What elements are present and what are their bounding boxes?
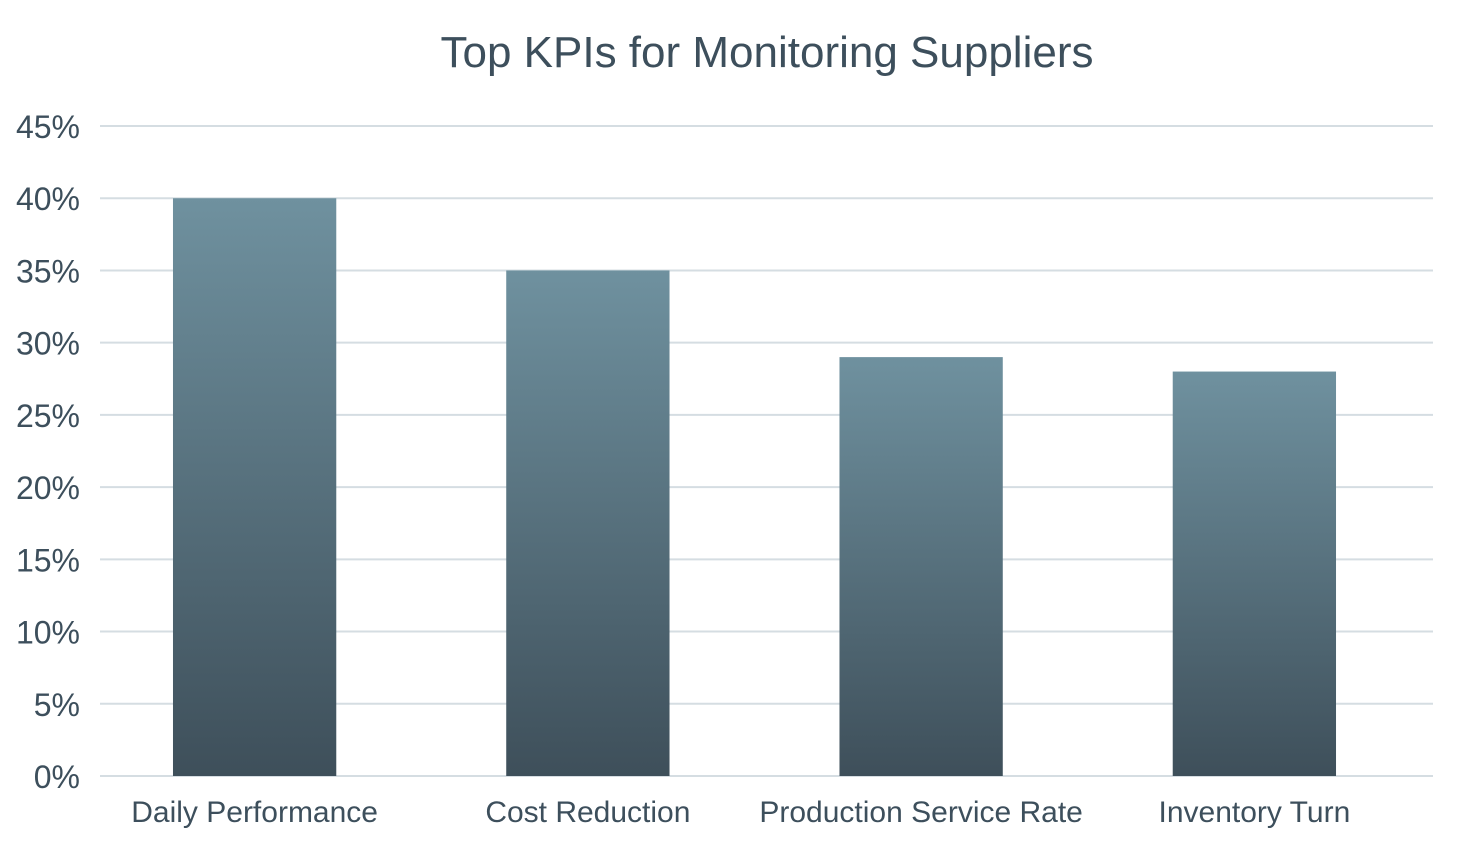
x-axis-labels: Daily Performance Cost Reduction Productio… [131, 796, 1350, 829]
y-tick-label: 10% [16, 615, 80, 651]
bar [1172, 371, 1337, 776]
x-category-label: Daily Performance [131, 796, 378, 829]
y-axis-ticks: 0% 5% 10% 15% 20% 25% 30% 35% 40% 45% [16, 109, 80, 795]
y-tick-label: 40% [16, 181, 80, 217]
y-tick-label: 15% [16, 542, 80, 578]
y-tick-label: 5% [34, 687, 80, 723]
x-category-label: Cost Reduction [485, 796, 690, 829]
y-tick-label: 35% [16, 253, 80, 289]
x-category-label: Production Service Rate [759, 796, 1083, 829]
bar [172, 198, 337, 776]
bar [506, 270, 670, 776]
y-tick-label: 0% [34, 759, 80, 795]
y-tick-label: 25% [16, 398, 80, 434]
y-tick-label: 45% [16, 109, 80, 145]
x-category-label: Inventory Turn [1158, 796, 1350, 829]
chart-title: Top KPIs for Monitoring Suppliers [440, 28, 1094, 77]
y-tick-label: 20% [16, 470, 80, 506]
y-tick-label: 30% [16, 326, 80, 362]
bars [172, 198, 1337, 776]
bar [839, 357, 1003, 776]
